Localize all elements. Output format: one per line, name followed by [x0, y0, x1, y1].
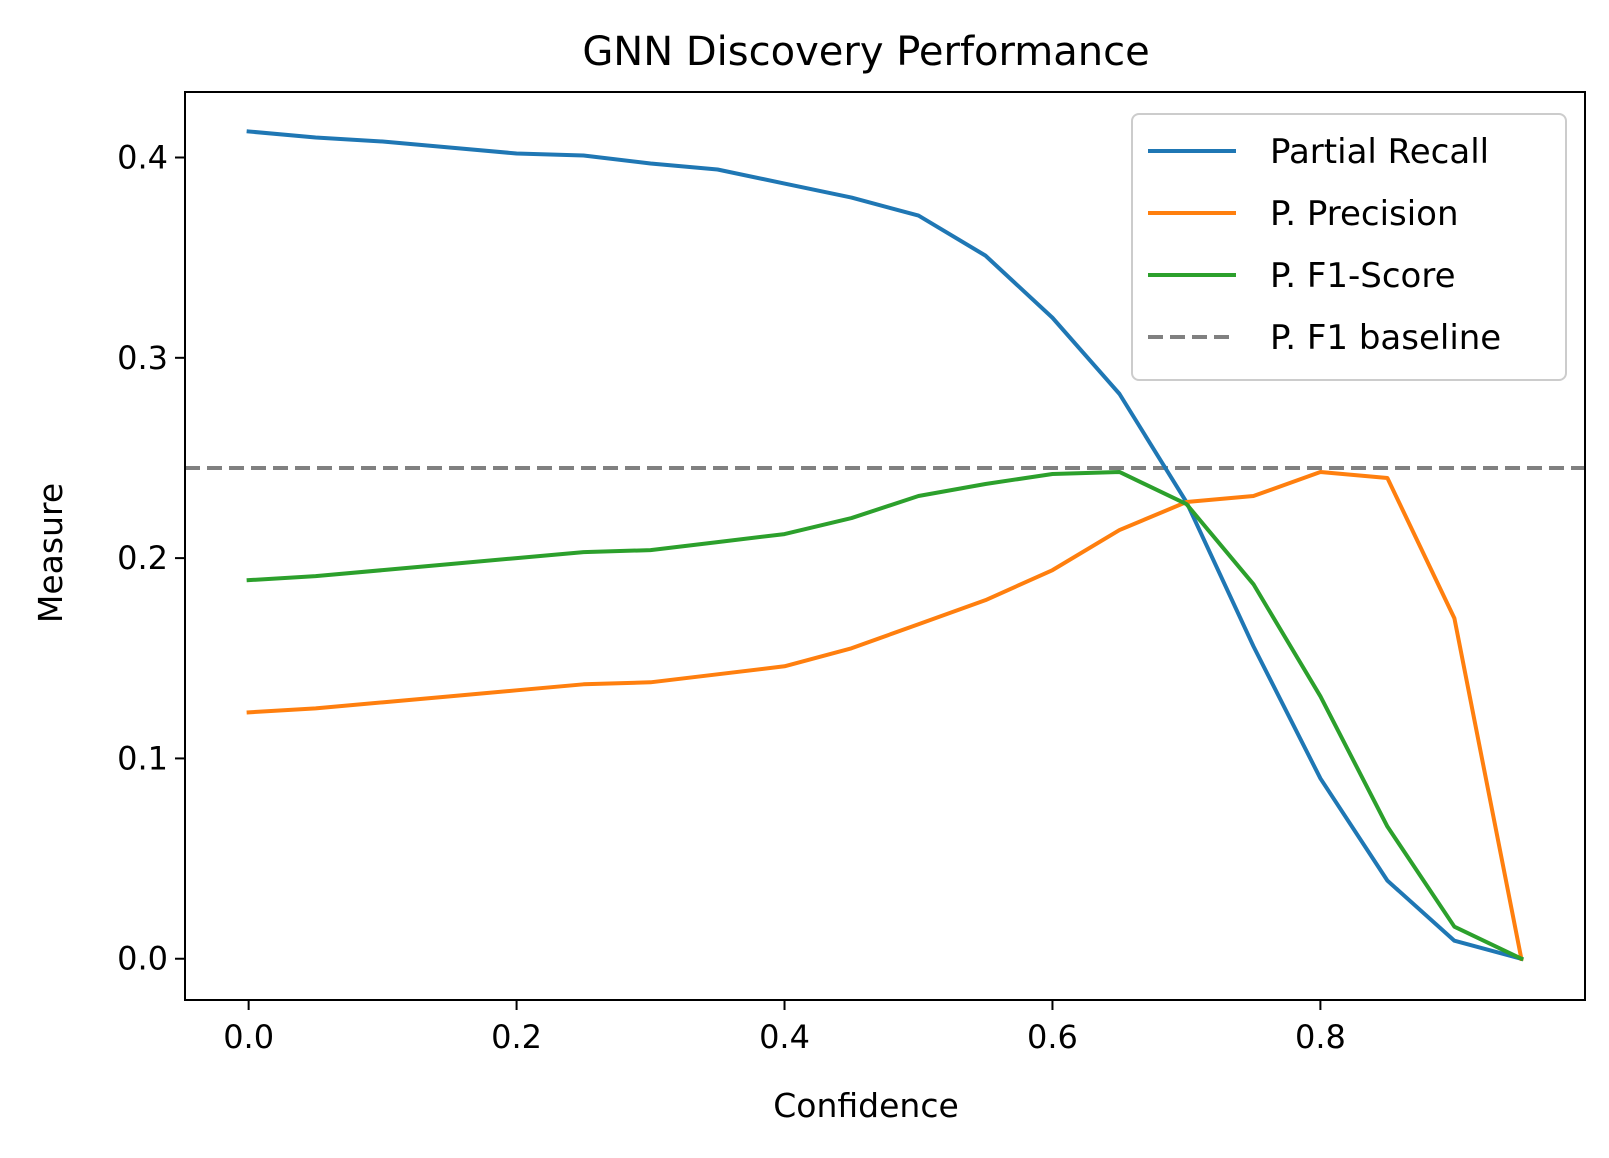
x-tick-label: 0.4: [759, 1018, 810, 1056]
y-tick-label: 0.3: [117, 339, 168, 377]
x-tick-label: 0.2: [491, 1018, 542, 1056]
chart-title: GNN Discovery Performance: [582, 29, 1149, 75]
x-tick-label: 0.0: [223, 1018, 274, 1056]
legend-label-partial-recall: Partial Recall: [1270, 132, 1489, 172]
legend: Partial Recall P. Precision P. F1-Score P. …: [1131, 113, 1567, 381]
x-axis-label: Confidence: [773, 1086, 959, 1125]
legend-box: [1131, 113, 1567, 381]
plot-area: [185, 129, 1585, 962]
y-tick-label: 0.1: [117, 739, 168, 777]
series-partial-recall-line: [246, 129, 1524, 962]
legend-label-p-f1-score: P. F1-Score: [1270, 256, 1456, 296]
x-tick-label: 0.6: [1027, 1018, 1078, 1056]
legend-label-p-precision: P. Precision: [1270, 194, 1459, 234]
x-tick-label: 0.8: [1295, 1018, 1346, 1056]
series-p-precision-line: [246, 469, 1524, 962]
y-tick-label: 0.0: [117, 940, 168, 978]
plot-frame: [184, 91, 1586, 1001]
y-tick-label: 0.4: [117, 139, 168, 177]
y-axis-label: Measure: [31, 483, 70, 623]
series-p-f1-score-line: [246, 469, 1525, 962]
y-axis: 0.0 0.1 0.2 0.3 0.4: [117, 139, 185, 978]
y-tick-label: 0.2: [117, 539, 168, 577]
x-axis: 0.0 0.2 0.4 0.6 0.8: [223, 1000, 1346, 1056]
legend-label-p-f1-baseline: P. F1 baseline: [1270, 318, 1501, 358]
